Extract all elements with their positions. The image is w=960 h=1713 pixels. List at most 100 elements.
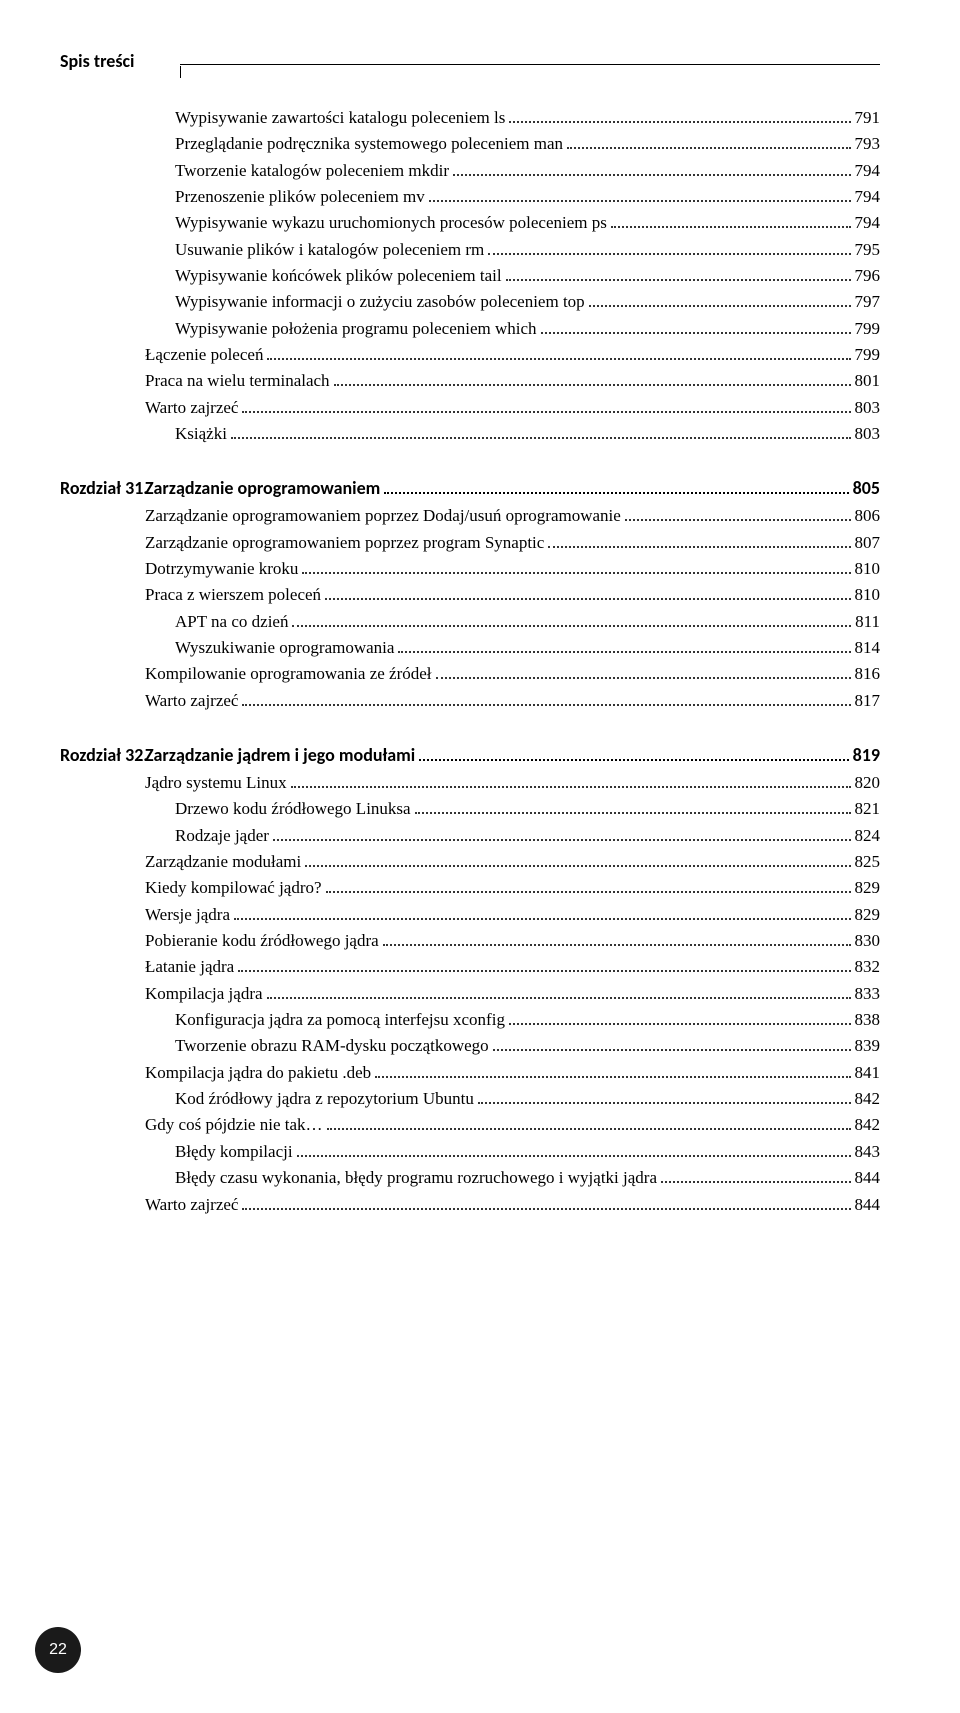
toc-entry-label: Kompilacja jądra do pakietu .deb — [145, 1060, 371, 1086]
dot-leader — [334, 384, 851, 386]
toc-entry: Wyszukiwanie oprogramowania 814 — [60, 635, 880, 661]
toc-entry-label: Drzewo kodu źródłowego Linuksa — [175, 796, 411, 822]
toc-chapter-heading: Rozdział 32. Zarządzanie jądrem i jego m… — [60, 742, 880, 770]
toc-entry-label: Wersje jądra — [145, 902, 230, 928]
chapter-title: Zarządzanie jądrem i jego modułami — [145, 742, 415, 770]
toc-entry: Tworzenie katalogów poleceniem mkdir 794 — [60, 158, 880, 184]
toc-entry-label: Praca na wielu terminalach — [145, 368, 330, 394]
page-header: Spis treści — [60, 50, 880, 78]
toc-entry-page: 821 — [855, 796, 881, 822]
toc-entry-page: 844 — [855, 1192, 881, 1218]
toc-entry: Zarządzanie oprogramowaniem poprzez Doda… — [60, 503, 880, 529]
header-vertical-rule — [180, 66, 181, 78]
dot-leader — [242, 704, 850, 706]
dot-leader — [548, 546, 850, 548]
toc-entry-label: Wypisywanie zawartości katalogu poleceni… — [175, 105, 505, 131]
toc-entry-page: 791 — [855, 105, 881, 131]
dot-leader — [297, 1155, 851, 1157]
toc-entry: Konfiguracja jądra za pomocą interfejsu … — [60, 1007, 880, 1033]
toc-entry: Kompilacja jądra 833 — [60, 981, 880, 1007]
toc-entry: Warto zajrzeć 844 — [60, 1192, 880, 1218]
dot-leader — [611, 226, 851, 228]
toc-entry: Usuwanie plików i katalogów poleceniem r… — [60, 237, 880, 263]
toc-entry: Rodzaje jąder 824 — [60, 823, 880, 849]
dot-leader — [541, 332, 851, 334]
toc-entry-label: Rodzaje jąder — [175, 823, 269, 849]
toc-entry-page: 801 — [855, 368, 881, 394]
chapter-page: 819 — [853, 742, 880, 770]
toc-entry: Łatanie jądra 832 — [60, 954, 880, 980]
dot-leader — [267, 358, 850, 360]
toc-entry-label: Gdy coś pójdzie nie tak… — [145, 1112, 323, 1138]
toc-entry-page: 814 — [855, 635, 881, 661]
toc-entry: Zarządzanie oprogramowaniem poprzez prog… — [60, 530, 880, 556]
toc-entry-label: Kompilowanie oprogramowania ze źródeł — [145, 661, 432, 687]
dot-leader — [567, 147, 850, 149]
dot-leader — [453, 174, 850, 176]
toc-entry-label: Praca z wierszem poleceń — [145, 582, 321, 608]
toc-entry-label: Kompilacja jądra — [145, 981, 263, 1007]
toc-entry: Tworzenie obrazu RAM-dysku początkowego … — [60, 1033, 880, 1059]
page-number-badge: 22 — [35, 1627, 81, 1673]
dot-leader — [419, 759, 848, 761]
dot-leader — [509, 121, 850, 123]
dot-leader — [242, 1208, 850, 1210]
dot-leader — [291, 786, 851, 788]
page-number: 22 — [49, 1641, 67, 1659]
toc-entry: Kompilacja jądra do pakietu .deb 841 — [60, 1060, 880, 1086]
dot-leader — [325, 598, 850, 600]
toc-entry-page: 811 — [855, 609, 880, 635]
chapter-number: Rozdział 32. — [60, 742, 145, 770]
toc-entry: Łączenie poleceń 799 — [60, 342, 880, 368]
toc-entry-label: Kod źródłowy jądra z repozytorium Ubuntu — [175, 1086, 474, 1112]
chapter-title: Zarządzanie oprogramowaniem — [145, 475, 380, 503]
toc-entry: Drzewo kodu źródłowego Linuksa 821 — [60, 796, 880, 822]
toc-entry-page: 810 — [855, 582, 881, 608]
toc-entry-page: 838 — [855, 1007, 881, 1033]
toc-entry: Warto zajrzeć 817 — [60, 688, 880, 714]
toc-entry-page: 810 — [855, 556, 881, 582]
toc-entry: Zarządzanie modułami 825 — [60, 849, 880, 875]
toc-entry-label: Wypisywanie położenia programu polecenie… — [175, 316, 537, 342]
toc-entry: Jądro systemu Linux 820 — [60, 770, 880, 796]
toc-entry-page: 820 — [855, 770, 881, 796]
toc-entry-page: 832 — [855, 954, 881, 980]
dot-leader — [234, 918, 851, 920]
toc-entry: Przeglądanie podręcznika systemowego pol… — [60, 131, 880, 157]
toc-chapter-heading: Rozdział 31. Zarządzanie oprogramowaniem… — [60, 475, 880, 503]
toc-entry-label: Kiedy kompilować jądro? — [145, 875, 322, 901]
toc-entry: Praca z wierszem poleceń 810 — [60, 582, 880, 608]
toc-entry: Kiedy kompilować jądro? 829 — [60, 875, 880, 901]
dot-leader — [589, 305, 851, 307]
toc-entry: Dotrzymywanie kroku 810 — [60, 556, 880, 582]
toc-entry-page: 797 — [855, 289, 881, 315]
toc-entry-label: Łatanie jądra — [145, 954, 234, 980]
toc-entry: Błędy kompilacji 843 — [60, 1139, 880, 1165]
dot-leader — [415, 812, 851, 814]
toc-entry-label: Błędy kompilacji — [175, 1139, 293, 1165]
dot-leader — [478, 1102, 851, 1104]
toc-entry-page: 841 — [855, 1060, 881, 1086]
dot-leader — [509, 1023, 851, 1025]
toc-entry: Kod źródłowy jądra z repozytorium Ubuntu… — [60, 1086, 880, 1112]
toc-entry: Wypisywanie wykazu uruchomionych procesó… — [60, 210, 880, 236]
dot-leader — [436, 677, 851, 679]
toc-entry: Wypisywanie zawartości katalogu poleceni… — [60, 105, 880, 131]
header-title-text: Spis treści — [60, 50, 134, 72]
toc-entry-label: Wypisywanie wykazu uruchomionych procesó… — [175, 210, 607, 236]
toc-entry: Gdy coś pójdzie nie tak… 842 — [60, 1112, 880, 1138]
toc-entry-page: 817 — [855, 688, 881, 714]
toc-entry-label: Usuwanie plików i katalogów poleceniem r… — [175, 237, 484, 263]
toc-entry-page: 833 — [855, 981, 881, 1007]
toc-entry-page: 794 — [855, 158, 881, 184]
toc-entry-page: 844 — [855, 1165, 881, 1191]
toc-entry: Praca na wielu terminalach 801 — [60, 368, 880, 394]
toc-entry-label: Pobieranie kodu źródłowego jądra — [145, 928, 379, 954]
toc-entry-label: Przenoszenie plików poleceniem mv — [175, 184, 425, 210]
toc-entry: Książki 803 — [60, 421, 880, 447]
dot-leader — [242, 411, 850, 413]
dot-leader — [488, 253, 850, 255]
toc-entry-label: Wypisywanie informacji o zużyciu zasobów… — [175, 289, 585, 315]
toc-entry-page: 796 — [855, 263, 881, 289]
toc-entry-label: Przeglądanie podręcznika systemowego pol… — [175, 131, 563, 157]
